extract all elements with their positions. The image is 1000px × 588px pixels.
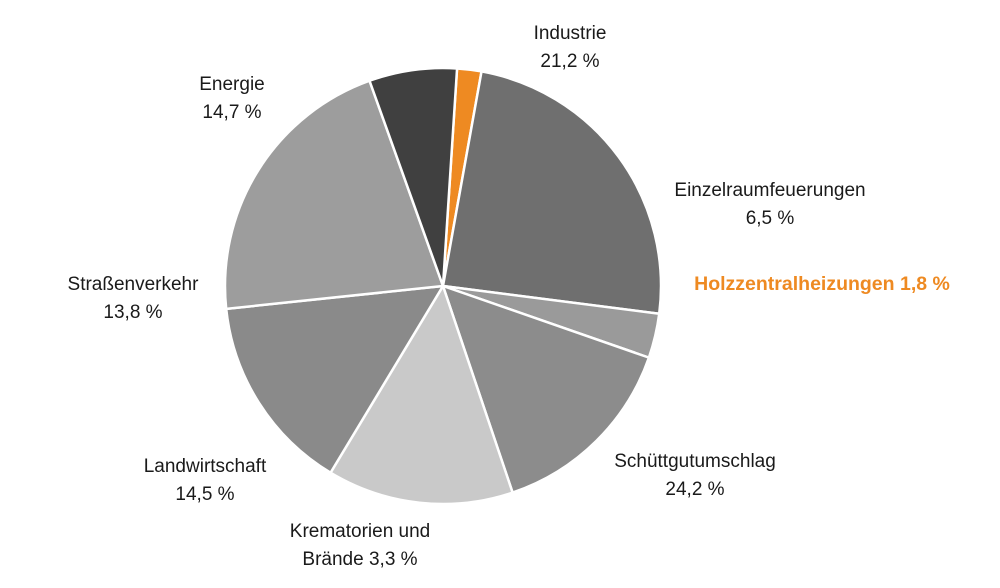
slice-label-line: Brände 3,3 % [302,549,417,570]
slice-label-line: Straßenverkehr [68,274,200,295]
slice-label-line: Einzelraumfeuerungen [674,180,865,201]
slice-label-schuettgutumschlag: Schüttgutumschlag 24,2 % [614,451,776,500]
pie-slice-industrie [223,79,445,311]
pie-slice-einzelraumfeuerungen [368,66,459,288]
slice-label-line: 14,5 % [175,484,234,505]
slice-label-energie: Energie 14,7 % [199,74,265,123]
slice-label-industrie: Industrie 21,2 % [534,23,607,72]
slices-layer [223,66,663,506]
slice-label-line: 13,8 % [103,302,162,323]
slice-label-line: Landwirtschaft [144,456,267,477]
slice-label-holzzentralheizungen: Holzzentralheizungen 1,8 % [694,273,950,295]
slice-label-landwirtschaft: Landwirtschaft 14,5 % [144,456,267,505]
slice-label-line: Krematorien und [290,521,430,542]
slice-label-line: 24,2 % [665,479,724,500]
slice-label-line: 6,5 % [746,208,795,229]
pie-slice-energie [224,284,445,474]
slice-label-line: Industrie [534,23,607,44]
slice-label-line: 14,7 % [202,102,261,123]
pie-slice-landwirtschaft [441,284,651,494]
slice-label-strassenverkehr: Straßenverkehr 13,8 % [68,274,200,323]
labels-layer: Holzzentralheizungen 1,8 % Schüttgutumsch… [68,23,950,570]
pie-slice-strassenverkehr [329,284,514,506]
pie-slice-schuettgutumschlag [441,70,663,315]
slice-label-line: Holzzentralheizungen 1,8 % [694,273,950,295]
slice-label-einzelraumfeuerungen: Einzelraumfeuerungen 6,5 % [674,180,865,229]
slice-label-line: 21,2 % [540,51,599,72]
slice-label-krematorien: Krematorien und Brände 3,3 % [290,521,430,570]
slice-label-line: Schüttgutumschlag [614,451,776,472]
slice-label-line: Energie [199,74,265,95]
